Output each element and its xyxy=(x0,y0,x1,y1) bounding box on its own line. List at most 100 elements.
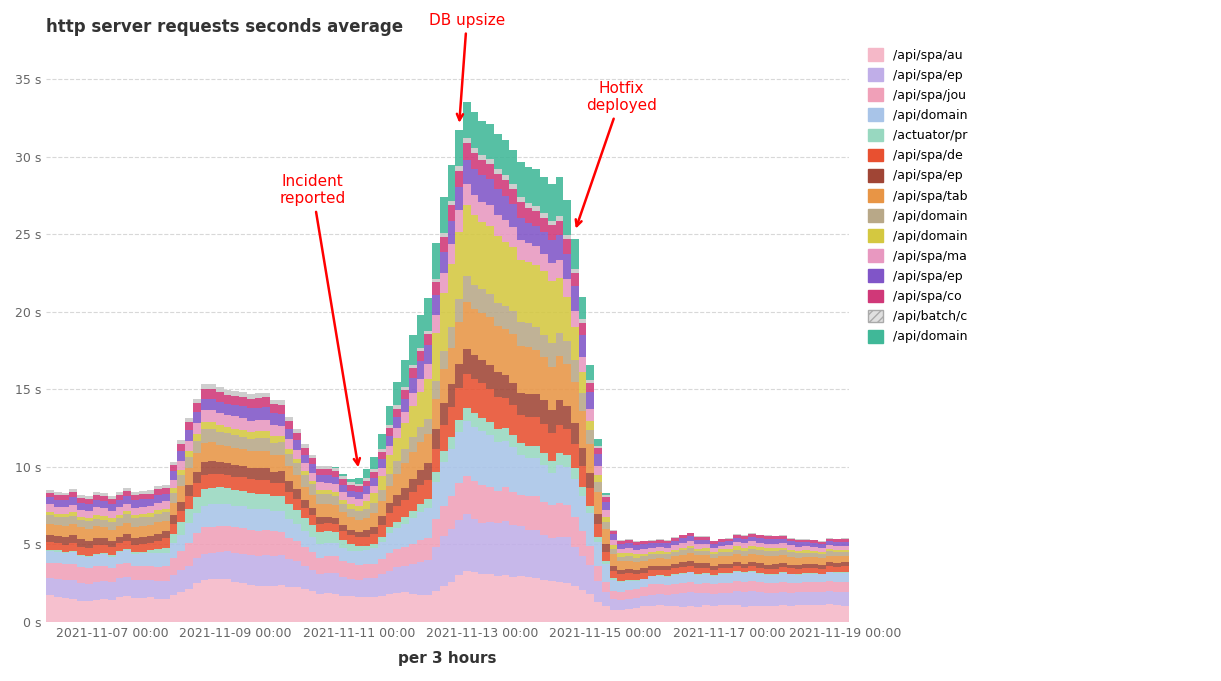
Bar xyxy=(455,232,463,299)
Bar xyxy=(772,535,779,537)
Bar xyxy=(834,572,841,573)
Bar xyxy=(147,499,154,506)
Bar xyxy=(779,567,788,572)
Bar xyxy=(286,439,293,449)
Bar xyxy=(702,568,709,573)
Bar xyxy=(293,464,300,475)
Bar xyxy=(470,413,479,426)
Bar xyxy=(525,530,532,577)
Bar xyxy=(93,507,100,515)
Bar xyxy=(718,564,725,568)
Bar xyxy=(131,515,139,518)
Bar xyxy=(70,599,77,622)
Bar xyxy=(479,313,486,360)
Bar xyxy=(379,501,386,516)
Bar xyxy=(586,595,595,622)
Bar xyxy=(779,548,788,550)
Bar xyxy=(725,564,733,569)
Bar xyxy=(686,553,695,560)
Bar xyxy=(725,569,733,573)
Bar xyxy=(247,399,255,409)
Bar xyxy=(370,486,379,493)
Bar xyxy=(193,424,200,434)
Bar xyxy=(193,497,200,513)
Bar xyxy=(409,594,416,622)
Bar xyxy=(379,458,386,468)
Bar xyxy=(54,495,62,500)
Bar xyxy=(332,477,339,484)
Bar xyxy=(455,187,463,210)
Bar xyxy=(779,539,788,543)
Bar xyxy=(602,561,609,564)
Bar xyxy=(440,293,448,351)
Bar xyxy=(416,442,425,471)
Bar xyxy=(470,426,479,481)
Bar xyxy=(432,399,440,429)
Bar xyxy=(339,474,347,476)
Bar xyxy=(100,516,107,520)
Bar xyxy=(618,556,625,561)
Bar xyxy=(100,508,107,516)
Bar xyxy=(425,538,432,560)
Bar xyxy=(139,580,147,598)
Bar xyxy=(232,477,239,490)
Bar xyxy=(209,384,216,389)
Bar xyxy=(247,421,255,432)
Bar xyxy=(686,566,695,571)
Bar xyxy=(502,176,509,180)
Bar xyxy=(200,506,209,526)
Bar xyxy=(239,583,247,622)
Bar xyxy=(632,542,641,545)
Bar xyxy=(116,492,123,494)
Bar xyxy=(733,572,741,581)
Bar xyxy=(632,550,641,554)
Bar xyxy=(841,542,849,546)
Bar xyxy=(686,546,695,548)
Bar xyxy=(648,552,656,554)
Bar xyxy=(825,591,834,604)
Bar xyxy=(200,422,209,429)
Bar xyxy=(255,509,263,530)
Bar xyxy=(648,595,656,606)
Bar xyxy=(825,545,834,549)
Bar xyxy=(425,331,432,334)
Bar xyxy=(571,286,579,311)
Bar xyxy=(107,568,116,582)
Bar xyxy=(77,555,84,556)
Bar xyxy=(455,387,463,419)
Bar xyxy=(502,306,509,329)
Bar xyxy=(62,554,70,565)
Bar xyxy=(470,309,479,355)
Bar xyxy=(509,447,516,492)
Bar xyxy=(370,597,379,622)
Bar xyxy=(756,582,764,592)
Bar xyxy=(579,590,586,622)
Bar xyxy=(656,540,663,543)
Bar xyxy=(46,524,54,535)
Bar xyxy=(54,552,62,563)
Bar xyxy=(177,502,186,511)
Bar xyxy=(795,554,802,558)
Bar xyxy=(609,591,618,599)
Bar xyxy=(595,447,602,454)
Bar xyxy=(632,574,641,580)
Bar xyxy=(324,490,332,494)
Bar xyxy=(686,560,695,566)
Bar xyxy=(402,592,409,622)
Bar xyxy=(223,415,232,427)
Bar xyxy=(802,550,811,553)
Bar xyxy=(609,530,618,535)
Bar xyxy=(70,492,77,497)
Bar xyxy=(339,596,347,622)
Bar xyxy=(686,541,695,546)
Bar xyxy=(741,564,748,567)
Bar xyxy=(355,511,363,520)
Bar xyxy=(748,591,756,606)
Bar xyxy=(795,558,802,565)
Bar xyxy=(425,560,432,595)
Bar xyxy=(154,554,162,567)
Bar xyxy=(370,513,379,526)
Bar xyxy=(162,501,170,509)
Bar xyxy=(625,556,632,561)
Bar xyxy=(263,451,270,469)
